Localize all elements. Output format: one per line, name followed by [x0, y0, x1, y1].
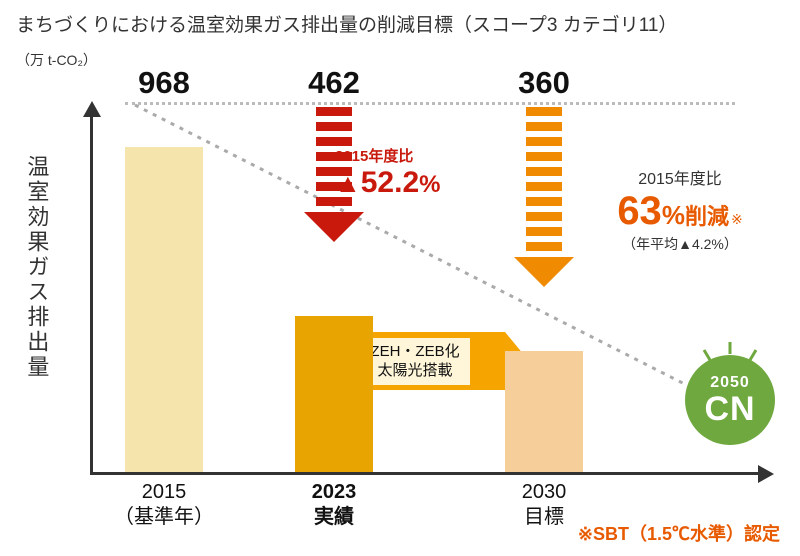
annot-number: 63 — [617, 189, 662, 233]
bar-b2030 — [505, 351, 583, 472]
carbon-neutral-badge: 2050 CN — [685, 355, 775, 445]
x-axis-label: 2023実績 — [274, 480, 394, 530]
annot-number: 52.2 — [361, 166, 419, 199]
y-axis-unit: （万 t-CO₂） — [16, 50, 97, 70]
bar-value-label: 968 — [104, 65, 224, 101]
annot-subline: （年平均▲4.2%） — [590, 234, 770, 254]
annot-pct: % — [662, 200, 685, 230]
x-axis — [90, 472, 760, 475]
bar-value-label: 360 — [484, 65, 604, 101]
footnote-star: ※ — [731, 211, 743, 227]
sbt-footnote: ※SBT（1.5℃水準）認定 — [578, 520, 780, 546]
chart-area: 2015年度比 ▲52.2% 2015年度比 63%削減※ （年平均▲4.2%）… — [90, 75, 770, 475]
bar-value-label: 462 — [274, 65, 394, 101]
reduction-annotation-2030: 2015年度比 63%削減※ （年平均▲4.2%） — [590, 165, 770, 254]
x-axis-label: 2015（基準年） — [104, 480, 224, 530]
zeh-line: 太陽光搭載 — [370, 361, 459, 381]
zeh-text: ZEH・ZEB化 太陽光搭載 — [360, 338, 469, 385]
annot-value: 63%削減※ — [590, 189, 770, 234]
annot-line: 2015年度比 — [590, 165, 770, 189]
annot-pct: % — [419, 171, 440, 198]
y-axis — [90, 115, 93, 475]
down-arrow-icon — [526, 107, 562, 287]
bar-b2023 — [295, 316, 373, 472]
reference-line — [125, 102, 735, 105]
annot-word: 削減 — [685, 204, 729, 229]
chart-title: まちづくりにおける温室効果ガス排出量の削減目標（スコープ3 カテゴリ11） — [16, 10, 677, 37]
down-arrow-icon — [316, 107, 352, 242]
cn-label: CN — [704, 392, 755, 426]
y-axis-label: 温室効果ガス排出量 — [18, 155, 55, 395]
bar-b2015 — [125, 147, 203, 472]
zeh-line: ZEH・ZEB化 — [370, 342, 459, 362]
